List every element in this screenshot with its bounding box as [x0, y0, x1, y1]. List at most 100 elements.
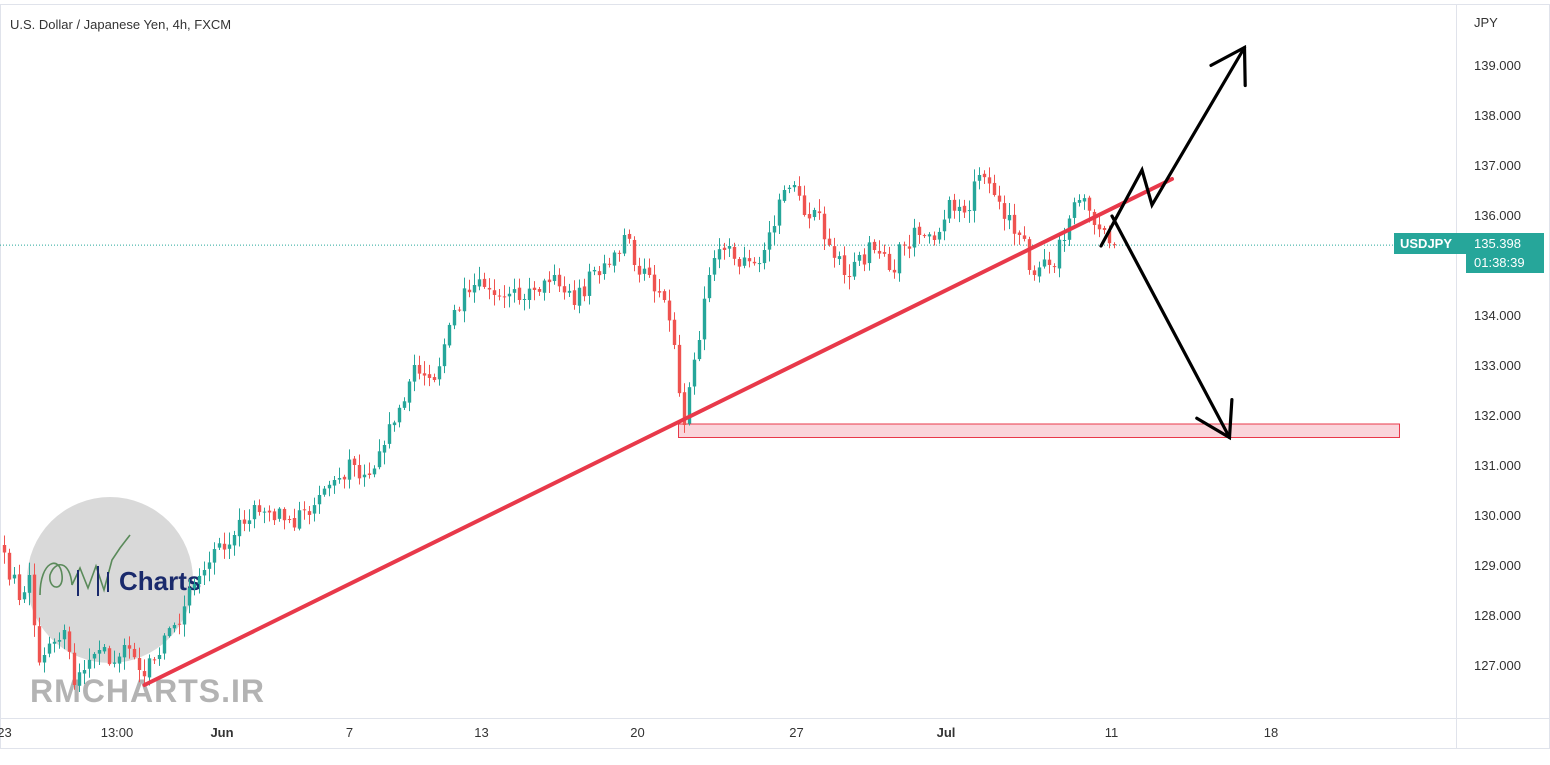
- candle: [772, 215, 777, 245]
- price-tag: USDJPY 135.398 01:38:39: [1394, 233, 1544, 273]
- candle-body: [352, 458, 357, 465]
- candle: [177, 613, 182, 635]
- candle: [367, 462, 372, 479]
- candle-body: [862, 254, 867, 265]
- candle: [732, 242, 737, 266]
- y-tick-label: 136.000: [1474, 208, 1521, 223]
- candle-body: [447, 324, 452, 346]
- candle: [967, 200, 972, 223]
- candle-body: [387, 424, 392, 444]
- candle-body: [277, 508, 282, 519]
- candle-body: [602, 263, 607, 275]
- candle: [222, 532, 227, 559]
- candle-body: [732, 246, 737, 259]
- candle: [792, 181, 797, 192]
- candle-body: [962, 205, 967, 213]
- candle-body: [137, 658, 142, 670]
- candle-body: [162, 635, 167, 654]
- candle-body: [507, 293, 512, 297]
- candle-body: [517, 287, 522, 300]
- candle: [467, 279, 472, 298]
- candle-body: [367, 473, 372, 475]
- candle: [1032, 265, 1037, 281]
- candle-body: [652, 274, 657, 292]
- candle: [267, 505, 272, 522]
- bearish-scenario-arrow: [1110, 214, 1232, 440]
- candle: [887, 246, 892, 272]
- candle-body: [1052, 266, 1057, 268]
- candle-body: [802, 195, 807, 215]
- candle: [22, 586, 27, 604]
- candle-body: [682, 392, 687, 425]
- candle: [507, 286, 512, 308]
- candle-body: [177, 623, 182, 625]
- candle-body: [337, 478, 342, 480]
- candle: [307, 505, 312, 525]
- candle: [557, 268, 562, 293]
- candle-body: [1057, 239, 1062, 269]
- candle-body: [1102, 227, 1107, 230]
- candle-body: [172, 625, 177, 629]
- candle: [502, 285, 507, 308]
- candle-body: [307, 511, 312, 515]
- candle-body: [897, 244, 902, 274]
- price-tag-countdown: 01:38:39: [1474, 255, 1525, 270]
- x-tick-label: Jun: [210, 725, 233, 740]
- candle-body: [347, 459, 352, 480]
- candle-body: [842, 255, 847, 275]
- x-tick-label: 27: [789, 725, 803, 740]
- candle-body: [1037, 267, 1042, 277]
- candle-body: [767, 232, 772, 250]
- candle-body: [192, 584, 197, 589]
- candle-body: [247, 520, 252, 524]
- candle-body: [287, 519, 292, 521]
- candle: [512, 278, 517, 303]
- candle: [607, 257, 612, 268]
- candle: [297, 501, 302, 531]
- candle: [132, 642, 137, 660]
- candle-body: [892, 269, 897, 273]
- candle-body: [902, 244, 907, 246]
- candle-body: [452, 310, 457, 326]
- candle: [1047, 251, 1052, 274]
- candle: [532, 281, 537, 301]
- candle: [987, 167, 992, 194]
- candle-body: [487, 287, 492, 290]
- candle-body: [92, 653, 97, 659]
- candle-body: [332, 480, 337, 486]
- candle: [952, 193, 957, 219]
- candle: [227, 532, 232, 559]
- candle-body: [267, 510, 272, 513]
- candle-body: [157, 655, 162, 660]
- candle: [377, 439, 382, 470]
- bullish-arrow-head: [1209, 44, 1247, 88]
- candle: [82, 660, 87, 685]
- candle: [752, 257, 757, 266]
- candle: [747, 249, 752, 268]
- y-tick-label: 129.000: [1474, 558, 1521, 573]
- candle-body: [207, 562, 212, 569]
- candle-body: [717, 249, 722, 260]
- candle: [647, 258, 652, 278]
- candle: [892, 259, 897, 279]
- candle-body: [942, 219, 947, 232]
- candle-body: [837, 256, 842, 260]
- candle: [827, 228, 832, 247]
- candle: [462, 277, 467, 323]
- candle-body: [202, 570, 207, 576]
- candle-body: [312, 505, 317, 514]
- candle-body: [572, 290, 577, 305]
- candle-body: [477, 279, 482, 287]
- candle: [802, 185, 807, 217]
- candle: [1097, 215, 1102, 238]
- candle-body: [622, 235, 627, 254]
- candle-body: [662, 291, 667, 300]
- candle: [552, 264, 557, 285]
- candle-body: [42, 655, 47, 663]
- candle-body: [212, 549, 217, 563]
- candle-body: [912, 227, 917, 248]
- candle-body: [1042, 259, 1047, 267]
- candle: [562, 276, 567, 300]
